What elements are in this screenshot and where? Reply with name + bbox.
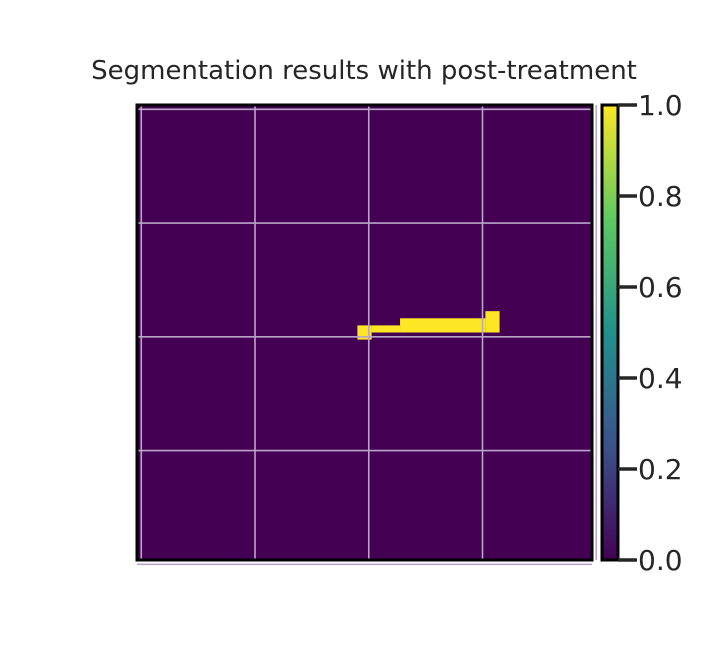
plot-frame bbox=[135, 103, 594, 562]
colorbar-tick-label-5: 1.0 bbox=[638, 89, 683, 122]
colorbar-tick-label-4: 0.8 bbox=[638, 180, 683, 213]
grid-lines bbox=[137, 105, 598, 566]
segment-cell-2 bbox=[400, 318, 486, 333]
segment-cell-1 bbox=[371, 325, 401, 333]
colorbar-tick-label-3: 0.6 bbox=[638, 271, 683, 304]
colorbar-ticks: 0.0 0.2 0.4 0.6 0.8 1.0 bbox=[618, 89, 683, 577]
chart-title: Segmentation results with post-treatment bbox=[91, 56, 637, 86]
colorbar-tick-label-1: 0.2 bbox=[638, 453, 683, 486]
segment-cell-3 bbox=[485, 311, 500, 333]
colorbar-tick-label-0: 0.0 bbox=[638, 544, 683, 577]
colorbar-tick-label-2: 0.4 bbox=[638, 362, 683, 395]
colorbar bbox=[600, 103, 620, 562]
